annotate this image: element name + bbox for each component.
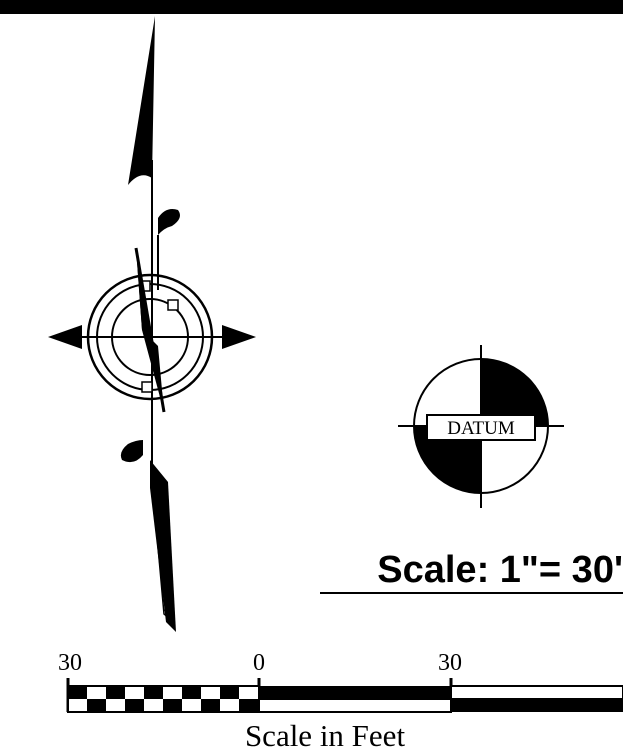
datum-label: DATUM (447, 418, 515, 439)
top-border-bar (0, 0, 623, 14)
scale-bar: 30 0 30 Scale in Fee (58, 650, 623, 752)
scale-tick-label-right: 30 (438, 650, 462, 676)
north-arrow-icon (48, 16, 256, 632)
datum-icon: DATUM (398, 345, 564, 508)
scale-bar-segment-1 (258, 686, 452, 713)
scale-bar-segment-2 (450, 685, 623, 712)
scale-tick-label-left: 30 (58, 650, 82, 676)
scale-tick-label-zero: 0 (253, 650, 265, 676)
datum-label-box (426, 414, 536, 441)
scale-bar-caption: Scale in Feet (245, 718, 406, 752)
scale-bar-checker-segment (67, 685, 260, 713)
scale-note: Scale: 1"= 30' (377, 549, 623, 591)
